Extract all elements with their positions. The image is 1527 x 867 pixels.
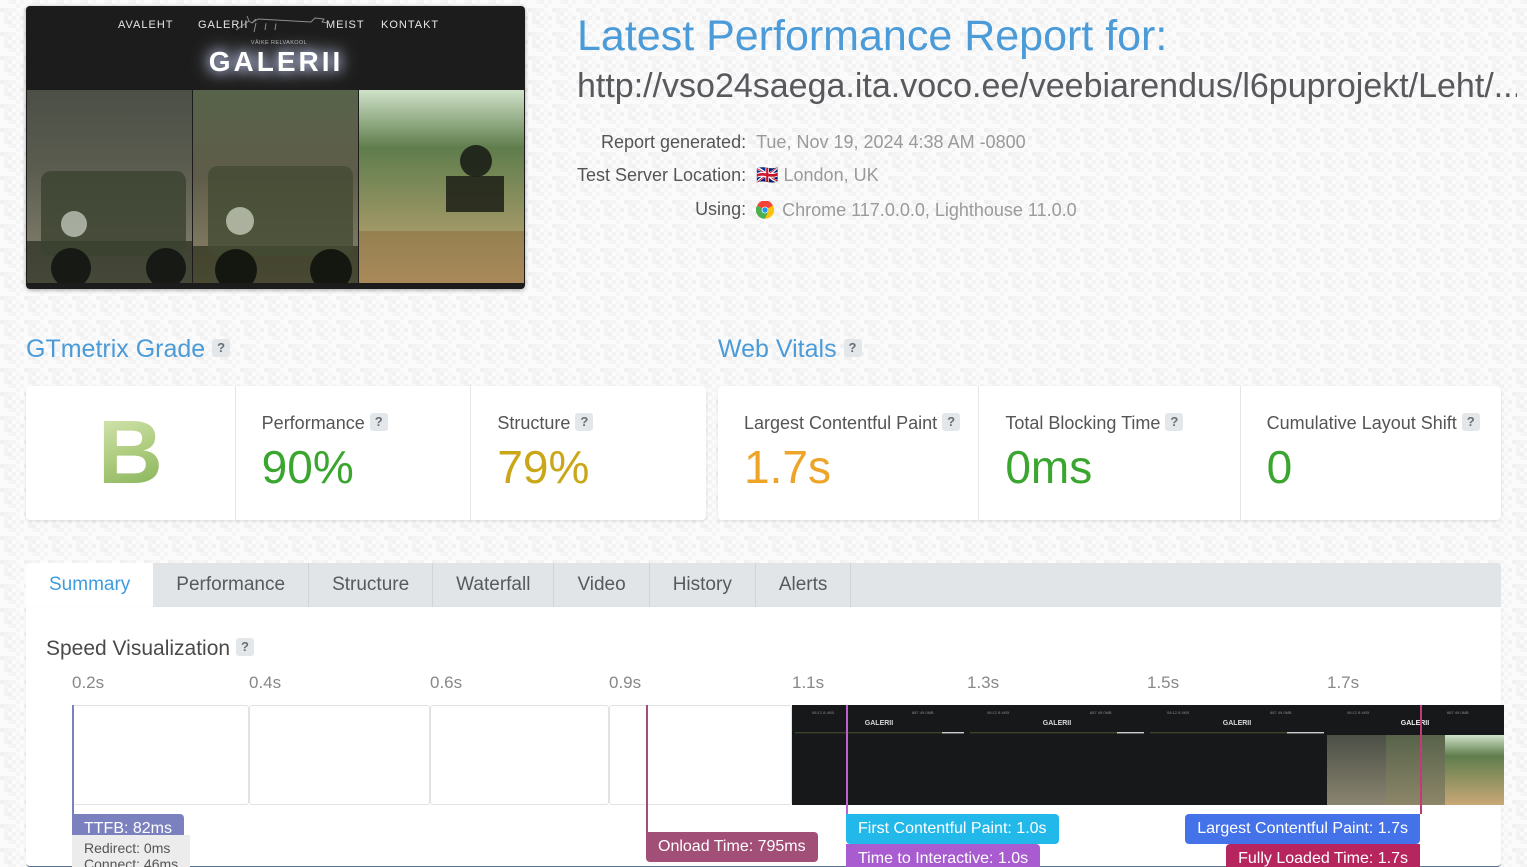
- svg-text:KONTAKT: KONTAKT: [381, 19, 439, 31]
- svg-text:GALERII: GALERII: [1223, 720, 1251, 727]
- svg-text:GALERII: GALERII: [198, 19, 248, 31]
- svg-text:08:12 8.4KB: 08:12 8.4KB: [812, 710, 834, 715]
- svg-text:887 49.0MB: 887 49.0MB: [912, 710, 934, 715]
- svg-text:MEIST: MEIST: [326, 19, 365, 31]
- svg-text:887 49.0MB: 887 49.0MB: [1270, 710, 1292, 715]
- svg-text:AVALEHT: AVALEHT: [118, 19, 174, 31]
- svg-text:08:12 8.4KB: 08:12 8.4KB: [1167, 710, 1189, 715]
- svg-text:VÄIKE RELVAKOOL: VÄIKE RELVAKOOL: [251, 39, 307, 46]
- svg-text:GALERII: GALERII: [1043, 720, 1071, 727]
- svg-text:GALERII: GALERII: [1401, 720, 1429, 727]
- svg-text:887 49.0MB: 887 49.0MB: [1090, 710, 1112, 715]
- svg-text:GALERII: GALERII: [209, 46, 344, 77]
- svg-text:08:12 8.4KB: 08:12 8.4KB: [987, 710, 1009, 715]
- svg-text:GALERII: GALERII: [865, 720, 893, 727]
- svg-text:887 49.0MB: 887 49.0MB: [1447, 710, 1469, 715]
- svg-text:08:12 8.4KB: 08:12 8.4KB: [1347, 710, 1369, 715]
